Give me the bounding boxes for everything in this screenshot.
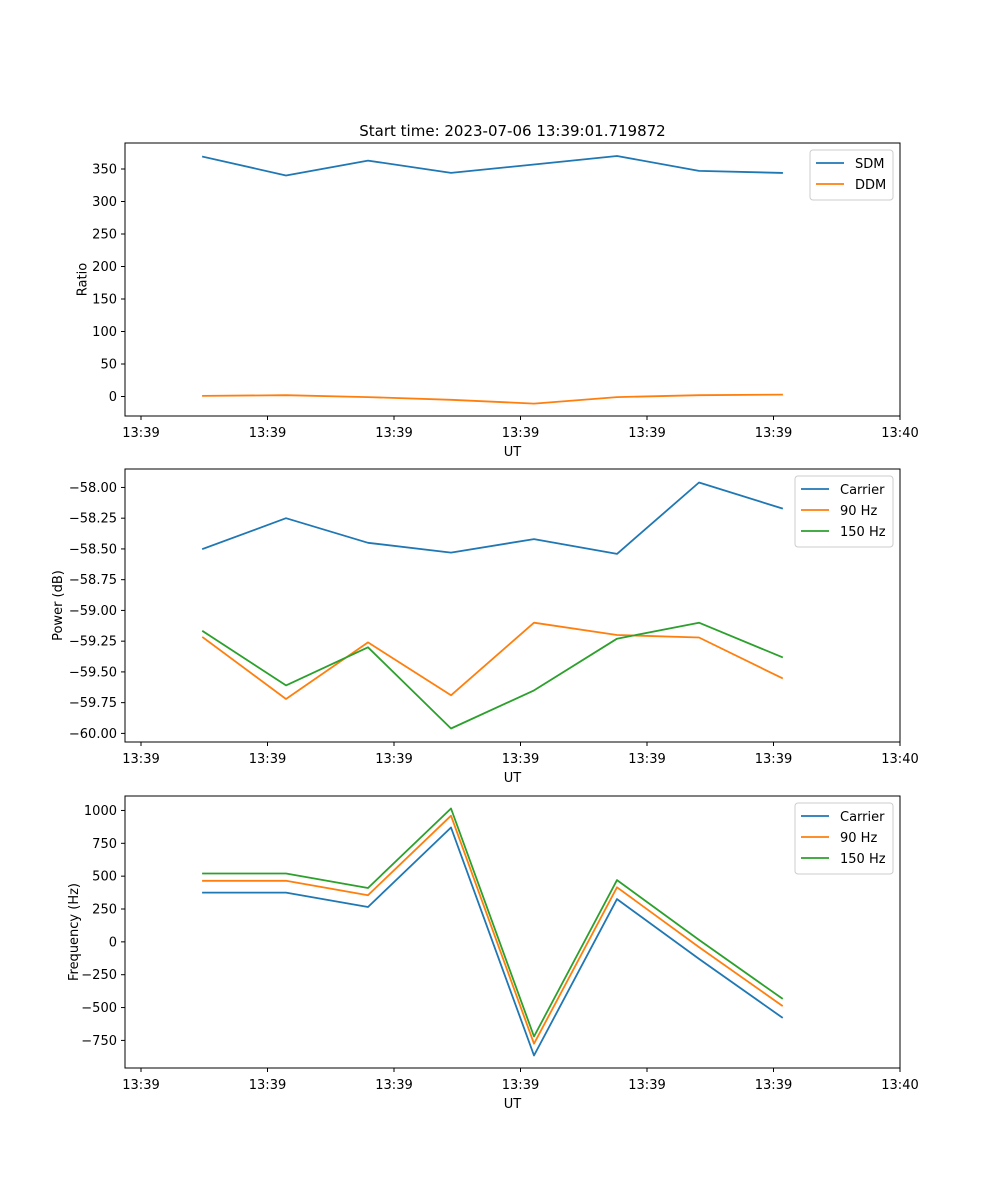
- plot-area-frame: [124, 468, 901, 743]
- x-tick-label: 13:39: [755, 752, 792, 767]
- legend-label: Carrier: [840, 810, 885, 825]
- y-tick-label: 500: [92, 870, 117, 885]
- x-tick-label: 13:39: [375, 1078, 412, 1093]
- y-tick-label: 250: [92, 228, 117, 243]
- x-tick-label: 13:39: [122, 1078, 159, 1093]
- series-line-90-hz: [201, 621, 784, 700]
- legend-label: DDM: [855, 178, 886, 193]
- legend-label: 150 Hz: [840, 525, 886, 540]
- x-tick-label: 13:40: [881, 752, 918, 767]
- series-line-150-hz: [201, 621, 784, 730]
- legend: [794, 475, 894, 548]
- chart-panel-3: 13:39 13:39 13:39 13:39 13:39 13:39 13:40 UT −75…: [67, 795, 919, 1112]
- y-tick-label: −60.00: [69, 727, 117, 742]
- x-tick-label: 13:39: [502, 426, 539, 441]
- series-line-sdm: [201, 155, 783, 177]
- x-tick-label: 13:39: [375, 752, 412, 767]
- plot-area-frame: [124, 142, 901, 417]
- y-tick-label: 50: [100, 358, 117, 373]
- y-tick-label: 350: [92, 163, 117, 178]
- x-tick-label: 13:39: [122, 752, 159, 767]
- y-tick-label: 100: [92, 325, 117, 340]
- series-line-carrier: [202, 826, 784, 1057]
- y-axis-label: Power (dB): [51, 570, 66, 641]
- chart-panel-2: 13:39 13:39 13:39 13:39 13:39 13:39 13:40 UT −60…: [51, 468, 919, 786]
- x-tick-label: 13:39: [755, 426, 792, 441]
- y-tick-label: −59.00: [69, 604, 117, 619]
- y-tick-label: −59.25: [69, 635, 117, 650]
- x-tick-label: 13:39: [122, 426, 159, 441]
- x-axis-label: UT: [504, 771, 522, 786]
- y-tick-label: 750: [92, 837, 117, 852]
- y-tick-label: −58.50: [69, 542, 117, 557]
- x-tick-label: 13:39: [375, 426, 412, 441]
- legend-label: Carrier: [840, 483, 885, 498]
- plot-area-frame: [124, 795, 901, 1069]
- legend-label: 90 Hz: [840, 831, 877, 846]
- y-tick-label: 0: [109, 390, 117, 405]
- y-tick-label: 250: [92, 903, 117, 918]
- x-axis-label: UT: [504, 1097, 522, 1112]
- y-axis-label: Frequency (Hz): [67, 883, 82, 981]
- legend-label: 90 Hz: [840, 504, 877, 519]
- series-line-ddm: [202, 393, 783, 405]
- y-tick-label: 200: [92, 260, 117, 275]
- y-tick-label: 1000: [84, 804, 117, 819]
- x-tick-label: 13:40: [881, 1078, 918, 1093]
- x-tick-label: 13:39: [628, 1078, 665, 1093]
- x-tick-label: 13:39: [755, 1078, 792, 1093]
- x-tick-label: 13:39: [502, 1078, 539, 1093]
- legend: [794, 802, 894, 875]
- y-tick-label: −750: [81, 1034, 117, 1049]
- y-tick-label: −59.75: [69, 696, 117, 711]
- series-line-90-hz: [202, 814, 784, 1045]
- y-tick-label: −58.00: [69, 481, 117, 496]
- series-line-carrier: [201, 481, 784, 555]
- chart-panel-1: 13:39 13:39 13:39 13:39 13:39 13:39 13:40 UT 0 50…: [75, 142, 919, 460]
- x-tick-label: 13:40: [881, 426, 918, 441]
- y-tick-label: 150: [92, 293, 117, 308]
- x-tick-label: 13:39: [628, 426, 665, 441]
- figure-title: Start time: 2023-07-06 13:39:01.719872: [359, 122, 665, 140]
- x-tick-label: 13:39: [628, 752, 665, 767]
- y-tick-label: 300: [92, 195, 117, 210]
- x-tick-label: 13:39: [249, 426, 286, 441]
- y-tick-label: −58.75: [69, 573, 117, 588]
- x-tick-label: 13:39: [502, 752, 539, 767]
- x-axis-label: UT: [504, 445, 522, 460]
- y-tick-label: 0: [109, 935, 117, 950]
- legend-label: SDM: [855, 157, 884, 172]
- y-axis-label: Ratio: [75, 263, 90, 296]
- series-line-150-hz: [202, 807, 784, 1038]
- x-tick-label: 13:39: [249, 752, 286, 767]
- legend-label: 150 Hz: [840, 852, 886, 867]
- y-tick-label: −59.50: [69, 665, 117, 680]
- y-tick-label: −250: [81, 968, 117, 983]
- y-tick-label: −500: [81, 1001, 117, 1016]
- x-tick-label: 13:39: [249, 1078, 286, 1093]
- y-tick-label: −58.25: [69, 512, 117, 527]
